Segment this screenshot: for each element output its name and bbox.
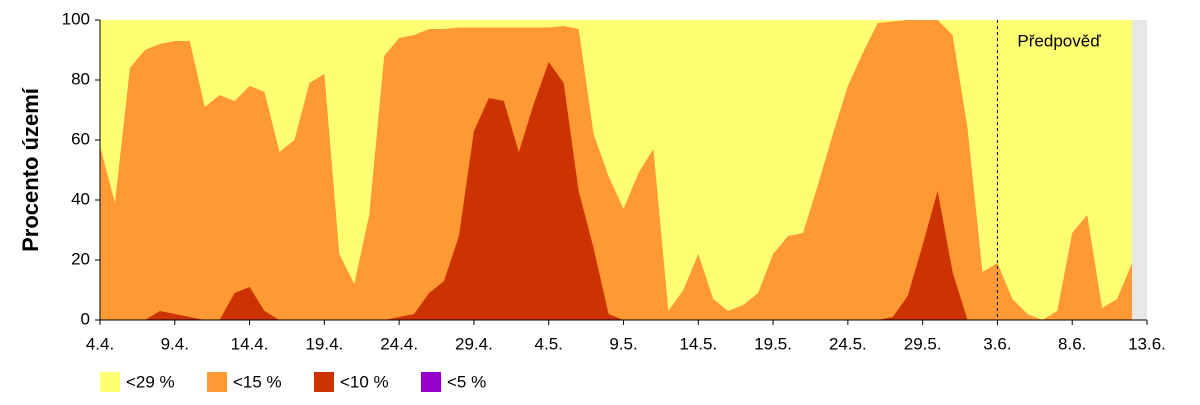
x-tick-label: 14.4. — [231, 334, 269, 353]
legend-label: <15 % — [233, 372, 282, 391]
x-tick-label: 3.6. — [983, 334, 1011, 353]
y-tick-label: 80 — [71, 69, 90, 88]
legend-label: <29 % — [126, 372, 175, 391]
x-tick-label: 4.4. — [86, 334, 114, 353]
x-tick-label: 13.6. — [1128, 334, 1166, 353]
legend-label: <5 % — [447, 372, 486, 391]
x-tick-label: 24.5. — [829, 334, 867, 353]
area — [100, 20, 1133, 320]
legend-swatch — [207, 372, 227, 392]
y-tick-label: 100 — [62, 9, 90, 28]
y-tick-label: 0 — [81, 309, 90, 328]
y-tick-label: 60 — [71, 129, 90, 148]
legend-swatch — [314, 372, 334, 392]
x-tick-label: 19.4. — [305, 334, 343, 353]
x-tick-label: 14.5. — [679, 334, 717, 353]
x-tick-label: 9.4. — [161, 334, 189, 353]
y-tick-label: 40 — [71, 189, 90, 208]
x-tick-label: 19.5. — [754, 334, 792, 353]
y-tick-label: 20 — [71, 249, 90, 268]
y-axis-title: Procento území — [18, 87, 43, 252]
x-tick-label: 29.4. — [455, 334, 493, 353]
x-tick-label: 9.5. — [609, 334, 637, 353]
legend-label: <10 % — [340, 372, 389, 391]
x-tick-label: 24.4. — [380, 334, 418, 353]
x-tick-label: 4.5. — [535, 334, 563, 353]
x-tick-label: 8.6. — [1058, 334, 1086, 353]
x-tick-label: 29.5. — [904, 334, 942, 353]
legend-swatch — [100, 372, 120, 392]
annotation: Předpověď — [1017, 31, 1101, 50]
legend-swatch — [421, 372, 441, 392]
